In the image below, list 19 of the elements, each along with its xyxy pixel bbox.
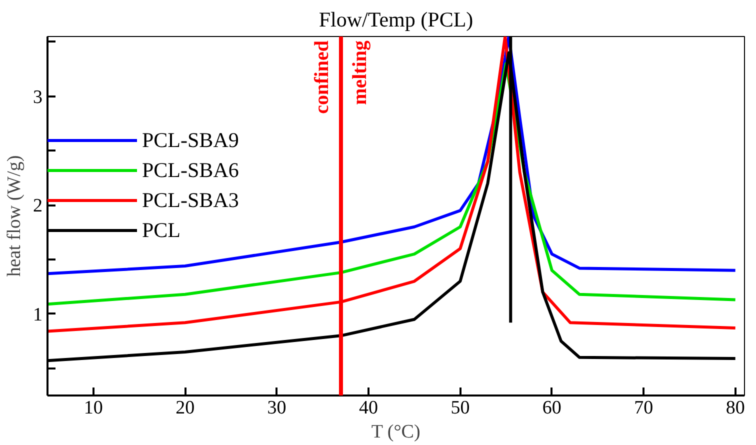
y-tick-label: 2: [33, 196, 42, 217]
legend-label: PCL-SBA9: [142, 126, 239, 154]
x-tick-label: 80: [726, 398, 745, 418]
x-axis-title: T (°C): [371, 422, 420, 442]
x-tick-label: 20: [176, 398, 195, 418]
y-axis-title: heat flow (W/g): [4, 155, 25, 277]
y-tick-label: 3: [33, 86, 42, 108]
legend-label: PCL: [142, 216, 181, 244]
ref-line-label: confined melting: [310, 40, 371, 114]
legend-label: PCL-SBA3: [142, 186, 239, 214]
x-tick-label: 10: [84, 398, 103, 418]
x-tick-label: 70: [634, 398, 654, 418]
x-tick-label: 60: [542, 398, 562, 418]
x-tick-label: 40: [358, 398, 378, 418]
text: Flow/Temp (PCL): [318, 8, 474, 32]
y-tick-label: 1: [33, 304, 42, 326]
x-tick-label: 50: [450, 398, 470, 418]
x-tick-label: 30: [267, 398, 286, 418]
legend-label: PCL-SBA6: [142, 156, 239, 184]
